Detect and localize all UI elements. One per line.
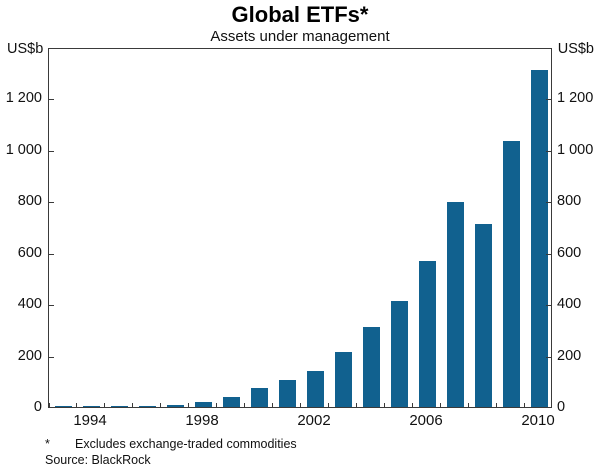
y-tick-label-right: 1 200 (557, 90, 594, 107)
bar-2001 (278, 380, 296, 407)
y-tick-label-left: 1 200 (5, 90, 42, 107)
y-tick-mark-right (546, 202, 551, 204)
y-tick-label-left: 0 (33, 399, 42, 415)
x-tick-mark (76, 403, 77, 407)
bar-2005 (390, 301, 408, 407)
y-axis-unit-right: US$b (557, 41, 594, 57)
bar-2010 (530, 70, 548, 407)
y-tick-mark-right (546, 150, 551, 152)
x-tick-mark (272, 403, 273, 407)
bar-2002 (306, 371, 324, 407)
bar-2009 (502, 141, 520, 407)
y-tick-label-left: 600 (17, 244, 42, 261)
bar-2008 (474, 224, 492, 407)
x-tick-mark (356, 403, 357, 407)
y-tick-label-right: 200 (557, 347, 582, 364)
bar-2006 (418, 261, 436, 407)
plot-area (48, 48, 552, 408)
y-tick-mark-right (546, 305, 551, 307)
y-tick-mark-right (546, 99, 551, 101)
x-tick-mark (440, 403, 441, 407)
y-tick-mark-left (49, 253, 54, 255)
x-tick-mark (244, 403, 245, 407)
bar-1997 (166, 405, 184, 407)
bar-1998 (194, 402, 212, 407)
x-tick-mark (188, 403, 189, 407)
x-tick-mark (328, 403, 329, 407)
x-tick-label: 1998 (185, 412, 219, 429)
bar-2003 (334, 352, 352, 407)
y-tick-mark-left (49, 150, 54, 152)
x-tick-label: 2006 (409, 412, 443, 429)
chart-subtitle: Assets under management (210, 28, 390, 45)
bar-1994 (82, 406, 100, 407)
x-tick-mark (412, 403, 413, 407)
x-tick-mark (496, 403, 497, 407)
x-tick-mark (160, 403, 161, 407)
x-tick-mark (524, 403, 525, 407)
x-tick-mark (551, 403, 552, 407)
x-tick-mark (49, 403, 50, 407)
y-tick-label-left: 400 (17, 296, 42, 313)
y-tick-label-left: 800 (17, 193, 42, 210)
footnote-text: Excludes exchange-traded commodities (75, 437, 297, 451)
y-tick-mark-left (49, 202, 54, 204)
y-tick-mark-left (49, 99, 54, 101)
x-tick-label: 1994 (73, 412, 107, 429)
x-tick-label: 2002 (297, 412, 331, 429)
bar-1996 (138, 406, 156, 407)
y-axis-unit-left: US$b (7, 41, 44, 57)
y-tick-label-left: 200 (17, 347, 42, 364)
x-tick-mark (104, 403, 105, 407)
y-tick-label-right: 400 (557, 296, 582, 313)
source-note: Source: BlackRock (45, 453, 151, 467)
x-tick-label: 2010 (521, 412, 555, 429)
x-tick-mark (132, 403, 133, 407)
bar-2000 (250, 388, 268, 407)
y-tick-mark-left (49, 356, 54, 358)
y-tick-label-right: 600 (557, 244, 582, 261)
chart-title: Global ETFs* (231, 2, 369, 27)
y-tick-label-right: 0 (557, 399, 566, 415)
x-tick-mark (300, 403, 301, 407)
bar-1995 (110, 406, 128, 407)
y-tick-label-right: 1 000 (557, 141, 594, 158)
y-tick-mark-right (546, 253, 551, 255)
y-tick-mark-left (49, 305, 54, 307)
bar-2004 (362, 327, 380, 407)
x-tick-mark (468, 403, 469, 407)
bar-1993 (54, 406, 72, 407)
footnote: * Excludes exchange-traded commodities (45, 437, 297, 451)
y-tick-label-right: 800 (557, 193, 582, 210)
y-tick-mark-right (546, 356, 551, 358)
y-tick-label-left: 1 000 (5, 141, 42, 158)
footnote-marker: * (45, 437, 50, 451)
bar-2007 (446, 202, 464, 407)
x-tick-mark (384, 403, 385, 407)
bar-1999 (222, 397, 240, 407)
x-tick-mark (216, 403, 217, 407)
